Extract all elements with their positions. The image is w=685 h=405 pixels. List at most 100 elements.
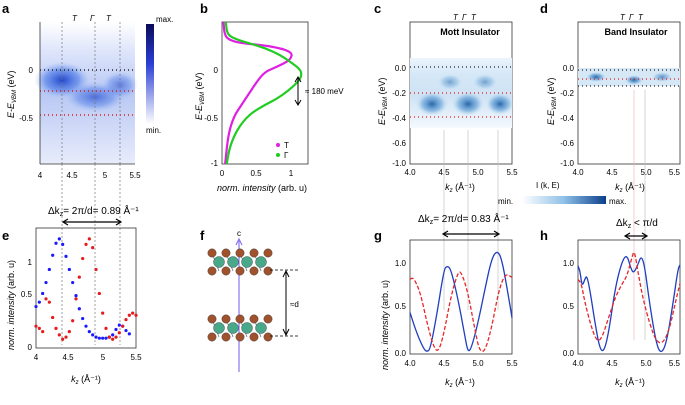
data-point-red xyxy=(134,313,138,317)
data-point-blue xyxy=(127,332,131,336)
cbar-max-label: max. xyxy=(156,15,173,24)
x-tick: 4.0 xyxy=(572,168,584,177)
legend-marker-Gamma xyxy=(276,153,280,157)
data-point-red xyxy=(101,311,105,315)
ligand-atom xyxy=(221,248,231,258)
data-point-blue xyxy=(77,307,81,311)
ligand-atom xyxy=(221,314,231,324)
y-axis-label: E-EVBM (eV) xyxy=(546,77,558,125)
data-point-blue xyxy=(41,291,45,296)
y-tick: 0.5 xyxy=(563,302,575,311)
y-axis-label: norm. intensity (arb. u) xyxy=(6,260,16,350)
y-tick: 0.5 xyxy=(21,290,33,299)
series-line-T xyxy=(222,21,293,165)
data-point-blue xyxy=(37,300,41,304)
ligand-atom xyxy=(235,332,245,342)
data-point-blue xyxy=(87,330,91,334)
data-point-blue xyxy=(84,324,88,328)
metal-atom xyxy=(213,322,225,334)
x-axis-label: kz (Å⁻¹) xyxy=(615,182,645,194)
data-point-red xyxy=(67,330,71,334)
x-tick: 4.0 xyxy=(404,359,416,368)
panel-b: b ≈ 180 meV 0 -0.5 -1 0 0.5 1 E-EVBM (eV… xyxy=(194,1,344,193)
panel-label-c: c xyxy=(374,1,381,16)
line-series-group xyxy=(409,251,513,353)
data-point-blue xyxy=(117,323,121,327)
y-tick: -0.2 xyxy=(560,89,574,98)
top-label: T xyxy=(72,14,78,23)
ligand-atom xyxy=(249,266,259,276)
top-label: Γ xyxy=(462,13,467,22)
panel-g: g Δkz= 2π/d= 0.83 Å⁻¹ 1.0 0.5 0.0 4.0 4.… xyxy=(374,212,518,389)
panel-label-f: f xyxy=(200,228,205,243)
top-label: Γ xyxy=(629,13,634,22)
data-point-blue xyxy=(94,335,98,339)
y-axis-label: E-EVBM (eV) xyxy=(6,70,18,118)
cbar-max-label: max. xyxy=(609,197,626,206)
ligand-atom xyxy=(221,332,231,342)
legend-label-Gamma: Γ xyxy=(284,151,289,160)
spacing-label: ≈d xyxy=(290,300,299,309)
y-tick: 1 xyxy=(28,258,33,267)
x-tick: 0.5 xyxy=(250,169,262,178)
colorbar xyxy=(146,24,154,124)
data-point-red xyxy=(37,326,41,330)
data-point-blue xyxy=(64,254,68,258)
metal-atom xyxy=(241,322,253,334)
y-tick: 1.0 xyxy=(563,259,575,268)
intensity-blob xyxy=(416,92,448,116)
data-point-blue xyxy=(101,336,105,340)
arrow-heads xyxy=(623,232,649,240)
data-point-red xyxy=(84,242,88,246)
data-point-red xyxy=(97,291,101,296)
x-tick: 5.5 xyxy=(669,168,681,177)
x-axis-label: kz (Å⁻¹) xyxy=(445,182,475,194)
panel-label-b: b xyxy=(200,1,208,16)
y-axis-label: norm. intensity (arb. u) xyxy=(380,280,390,370)
data-point-red xyxy=(124,318,128,322)
series-line-solid xyxy=(409,251,513,352)
data-point-blue xyxy=(74,294,78,298)
series-line-Γ xyxy=(224,21,303,165)
x-tick: 0 xyxy=(220,169,225,178)
data-point-red xyxy=(117,331,121,335)
ligand-atom xyxy=(263,266,273,276)
x-tick: 5.5 xyxy=(129,171,141,180)
y-tick: -0.4 xyxy=(560,114,574,123)
data-point-red xyxy=(57,333,61,337)
ligand-atom xyxy=(235,266,245,276)
legend-marker-T xyxy=(276,143,280,147)
top-label: T xyxy=(453,13,459,22)
x-tick: 4 xyxy=(34,353,39,362)
y-tick: -0.2 xyxy=(392,89,406,98)
panel-title: Band Insulator xyxy=(604,27,668,37)
data-point-blue xyxy=(81,316,85,321)
data-point-blue xyxy=(51,253,55,257)
x-tick: 5 xyxy=(101,353,106,362)
x-tick: 4.5 xyxy=(438,359,450,368)
data-point-blue xyxy=(67,267,71,272)
data-point-blue xyxy=(91,333,95,337)
x-tick: 5.0 xyxy=(640,359,652,368)
arrow-heads xyxy=(441,230,501,238)
ligand-atom xyxy=(221,266,231,276)
metal-atom xyxy=(227,322,239,334)
plot-frame xyxy=(577,239,681,355)
x-tick: 5.5 xyxy=(506,359,518,368)
metal-atom xyxy=(255,322,267,334)
c-axis-label: c xyxy=(237,229,241,238)
period-annotation: Δkz= 2π/d= 0.83 Å⁻¹ xyxy=(418,212,509,226)
c-axis-arrow xyxy=(235,237,243,246)
panel-f: f c ≈d xyxy=(200,228,300,372)
scatter-series-group xyxy=(34,237,138,341)
intensity-blob xyxy=(586,72,606,82)
data-point-red xyxy=(111,337,115,341)
x-tick: 4.0 xyxy=(572,359,584,368)
ligand-atom xyxy=(263,314,273,324)
top-label: T xyxy=(106,14,112,23)
data-point-red xyxy=(71,319,75,323)
x-tick: 4.5 xyxy=(606,359,618,368)
data-point-red xyxy=(91,246,95,250)
y-tick: -0.5 xyxy=(204,114,218,123)
